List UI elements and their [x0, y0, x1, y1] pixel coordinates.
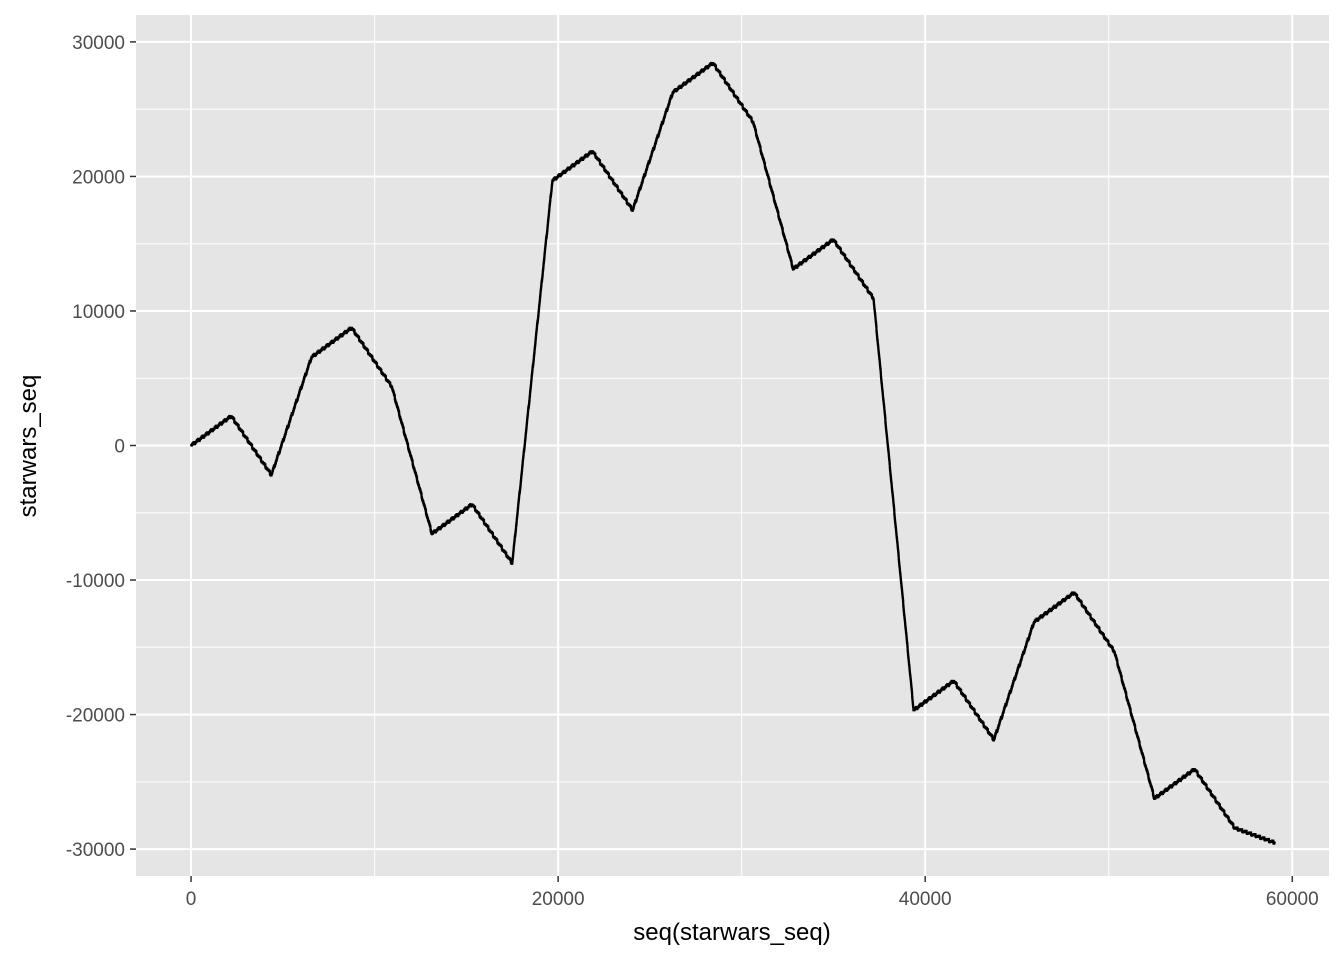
y-tick-label: 10000	[72, 302, 125, 323]
y-axis-title: starwars_seq	[15, 375, 42, 518]
x-tick-label: 0	[186, 889, 197, 910]
y-tick-label: -30000	[66, 840, 125, 861]
x-tick-label: 60000	[1266, 889, 1319, 910]
y-tick-label: 20000	[72, 167, 125, 188]
y-tick-label: 30000	[72, 33, 125, 54]
y-tick-label: -20000	[66, 706, 125, 727]
x-tick-label: 40000	[899, 889, 952, 910]
series-line	[190, 61, 1276, 845]
y-axis: 30000 20000 10000 0 -10000 -20000 -30000	[66, 33, 136, 861]
x-axis-title: seq(starwars_seq)	[633, 919, 830, 946]
y-tick-label: 0	[114, 437, 125, 458]
series-layer	[190, 61, 1276, 845]
y-tick-label: -10000	[66, 571, 125, 592]
x-tick-label: 20000	[532, 889, 585, 910]
x-axis: 0 20000 40000 60000	[186, 876, 1319, 910]
